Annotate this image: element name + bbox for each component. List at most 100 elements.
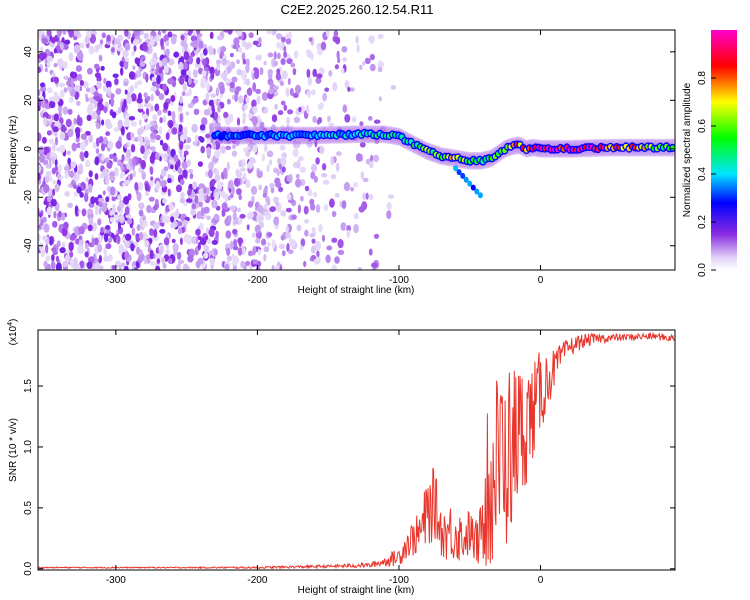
heatmap-noise-blob <box>199 52 204 58</box>
heatmap-noise-blob <box>106 161 113 169</box>
heatmap-noise-blob <box>136 80 143 86</box>
heatmap-noise-blob <box>336 151 342 156</box>
heatmap-noise-blob <box>187 254 194 263</box>
heatmap-noise-blob <box>243 172 247 182</box>
heatmap-noise-blob <box>51 254 55 262</box>
heatmap-noise-blob <box>231 144 237 150</box>
heatmap-noise-blob <box>299 166 307 173</box>
heatmap-noise-blob <box>111 196 117 202</box>
heatmap-noise-blob <box>150 93 154 102</box>
heatmap-noise-blob <box>159 246 163 255</box>
heatmap-branch-blob <box>477 192 483 199</box>
heatmap-noise-blob <box>54 158 58 167</box>
heatmap-noise-blob <box>286 175 292 182</box>
heatmap-noise-blob <box>285 232 291 239</box>
heatmap-noise-blob <box>40 82 45 88</box>
heatmap-branch-blob <box>470 184 476 191</box>
heatmap-noise-blob <box>306 68 311 78</box>
heatmap-noise-blob <box>231 150 238 157</box>
heatmap-noise-blob <box>67 157 71 165</box>
heatmap-noise-blob <box>312 115 317 124</box>
heatmap-noise-blob <box>203 206 210 214</box>
heatmap-noise-blob <box>52 188 56 197</box>
heatmap-noise-blob <box>58 111 62 118</box>
heatmap-noise-blob <box>259 121 265 130</box>
heatmap-noise-blob <box>91 237 95 247</box>
heatmap-noise-blob <box>236 171 243 178</box>
heatmap-noise-blob <box>115 88 122 95</box>
heatmap-noise-blob <box>95 44 99 51</box>
heatmap-noise-blob <box>310 245 317 254</box>
heatmap-noise-blob <box>230 61 236 69</box>
heatmap-noise-blob <box>323 204 329 212</box>
heatmap-noise-blob <box>242 247 246 253</box>
heatmap-noise-blob <box>328 122 335 128</box>
heatmap-noise-blob <box>69 234 76 241</box>
heatmap-noise-blob <box>179 134 185 143</box>
heatmap-noise-blob <box>81 208 87 217</box>
heatmap-noise-blob <box>187 188 193 197</box>
heatmap-noise-blob <box>64 191 70 196</box>
heatmap-noise-blob <box>40 46 44 52</box>
x-tick-label: -200 <box>247 575 267 586</box>
heatmap-noise-blob <box>126 149 131 159</box>
heatmap-noise-blob <box>303 260 307 268</box>
heatmap-noise-blob <box>133 267 139 270</box>
heatmap-noise-blob <box>138 103 142 108</box>
heatmap-noise-blob <box>322 92 327 102</box>
heatmap-noise-blob <box>219 85 225 95</box>
heatmap-noise-blob <box>40 247 46 258</box>
heatmap-noise-blob <box>123 81 129 87</box>
heatmap-noise-blob <box>283 50 287 59</box>
heatmap-noise-blob <box>349 87 355 92</box>
heatmap-noise-blob <box>369 63 376 72</box>
heatmap-noise-blob <box>76 117 81 126</box>
heatmap-noise-blob <box>180 155 185 161</box>
colorbar-tick-label: 0.4 <box>697 167 708 181</box>
heatmap-noise-blob <box>150 132 156 140</box>
heatmap-noise-blob <box>123 265 129 270</box>
snr-series-line <box>38 332 675 570</box>
heatmap-noise-blob <box>96 80 102 90</box>
heatmap-noise-blob <box>102 168 109 177</box>
heatmap-noise-blob <box>118 199 123 209</box>
heatmap-noise-blob <box>98 201 103 207</box>
heatmap-noise-blob <box>92 141 97 149</box>
heatmap-noise-blob <box>299 245 304 251</box>
heatmap-noise-blob <box>240 167 246 172</box>
heatmap-noise-blob <box>74 227 79 236</box>
heatmap-noise-blob <box>252 144 258 154</box>
heatmap-noise-blob <box>46 206 53 216</box>
heatmap-noise-blob <box>145 183 149 191</box>
heatmap-noise-blob <box>92 222 97 232</box>
x-tick-label: -100 <box>389 575 409 586</box>
heatmap-noise-blob <box>125 233 132 241</box>
heatmap-noise-blob <box>152 52 158 59</box>
heatmap-noise-blob <box>195 228 201 236</box>
heatmap-noise-blob <box>165 40 170 47</box>
heatmap-noise-blob <box>42 235 48 241</box>
colorbar-ticks: 0.0 0.2 0.4 0.6 0.8 <box>697 71 716 277</box>
heatmap-noise-blob <box>278 243 286 250</box>
heatmap-noise-blob <box>298 156 304 162</box>
heatmap-noise-blob <box>255 238 261 244</box>
heatmap-noise-blob <box>158 126 163 135</box>
heatmap-noise-blob <box>167 31 173 38</box>
heatmap-noise-blob <box>135 234 140 242</box>
heatmap-noise-blob <box>214 249 218 256</box>
heatmap-noise-blob <box>130 132 135 138</box>
heatmap-noise-blob <box>206 215 211 221</box>
heatmap-noise-blob <box>152 114 158 121</box>
heatmap-noise-blob <box>123 61 129 70</box>
heatmap-noise-blob <box>258 184 262 191</box>
heatmap-noise-blob <box>196 57 201 65</box>
heatmap-noise-blob <box>263 60 267 66</box>
heatmap-noise-blob <box>251 116 258 126</box>
heatmap-noise-blob <box>362 61 366 66</box>
heatmap-noise-blob <box>249 139 253 147</box>
heatmap-noise-blob <box>322 179 330 185</box>
heatmap-noise-blob <box>202 48 208 56</box>
heatmap-noise-blob <box>90 196 96 205</box>
heatmap-noise-blob <box>76 186 82 194</box>
heatmap-noise-blob <box>43 260 48 268</box>
